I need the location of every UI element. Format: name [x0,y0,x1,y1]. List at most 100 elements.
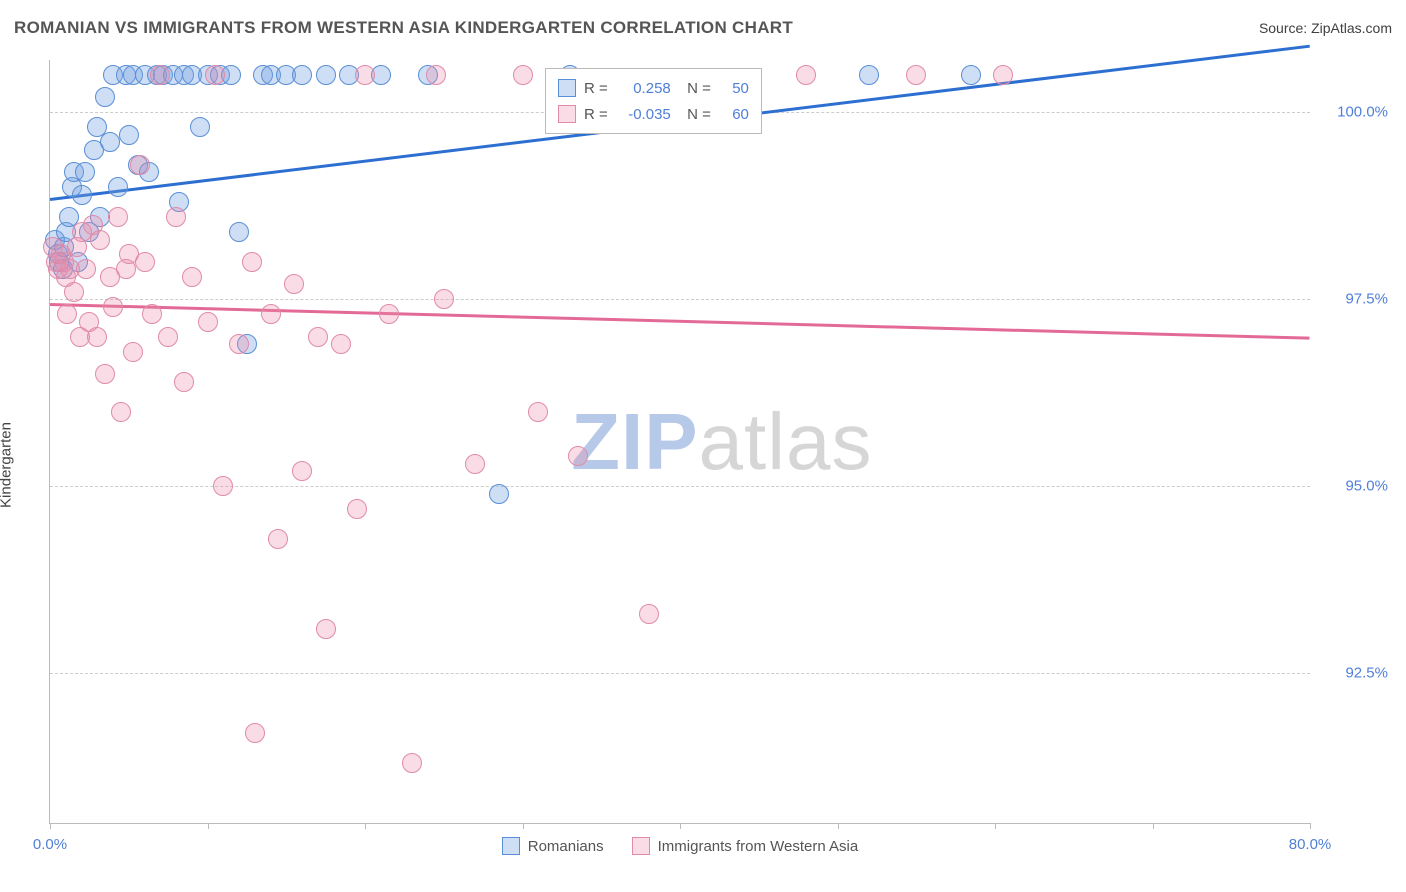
data-point [292,461,312,481]
x-tick [365,823,366,829]
data-point [292,65,312,85]
data-point [87,327,107,347]
data-point [331,334,351,354]
gridline [50,299,1310,300]
stat-label-n: N = [679,106,711,123]
data-point [95,364,115,384]
data-point [961,65,981,85]
x-tick [50,823,51,829]
y-tick-label: 95.0% [1318,478,1388,495]
data-point [100,132,120,152]
data-point [347,499,367,519]
data-point [108,177,128,197]
plot-area: ZIPatlas 92.5%95.0%97.5%100.0%0.0%80.0%R… [49,60,1310,824]
data-point [379,304,399,324]
data-point [135,252,155,272]
watermark: ZIPatlas [571,396,872,488]
data-point [268,529,288,549]
data-point [182,267,202,287]
data-point [261,304,281,324]
x-tick [680,823,681,829]
data-point [284,274,304,294]
legend-item: Romanians [502,837,604,855]
data-point [213,476,233,496]
x-tick [838,823,839,829]
legend-swatch [632,837,650,855]
chart-container: Kindergarten ZIPatlas 92.5%95.0%97.5%100… [14,50,1392,880]
x-tick [1310,823,1311,829]
legend-label: Immigrants from Western Asia [658,838,859,855]
data-point [72,185,92,205]
stats-legend-row: R =0.258 N =50 [558,75,749,101]
data-point [95,87,115,107]
data-point [355,65,375,85]
data-point [75,162,95,182]
data-point [103,297,123,317]
stat-value-n: 60 [719,106,749,123]
data-point [142,304,162,324]
chart-title: ROMANIAN VS IMMIGRANTS FROM WESTERN ASIA… [14,18,793,38]
stat-label-r: R = [584,106,608,123]
legend-item: Immigrants from Western Asia [632,837,859,855]
gridline [50,673,1310,674]
stat-label-r: R = [584,80,608,97]
data-point [64,282,84,302]
x-tick [208,823,209,829]
data-point [130,155,150,175]
y-axis-label: Kindergarten [0,422,15,508]
data-point [568,446,588,466]
y-tick-label: 100.0% [1318,104,1388,121]
stat-value-r: -0.035 [616,106,671,123]
data-point [229,222,249,242]
data-point [993,65,1013,85]
data-point [242,252,262,272]
data-point [198,312,218,332]
data-point [426,65,446,85]
data-point [119,125,139,145]
data-point [316,619,336,639]
data-point [108,207,128,227]
data-point [308,327,328,347]
data-point [402,753,422,773]
data-point [859,65,879,85]
data-point [316,65,336,85]
data-point [205,65,225,85]
data-point [465,454,485,474]
watermark-light: atlas [699,397,873,486]
data-point [174,372,194,392]
legend-swatch [558,79,576,97]
series-legend: Romanians Immigrants from Western Asia [50,837,1310,855]
data-point [123,342,143,362]
source-label: Source: ZipAtlas.com [1259,20,1392,36]
legend-label: Romanians [528,838,604,855]
stat-label-n: N = [679,80,711,97]
data-point [245,723,265,743]
x-tick [995,823,996,829]
y-tick-label: 92.5% [1318,665,1388,682]
data-point [528,402,548,422]
data-point [434,289,454,309]
data-point [190,117,210,137]
data-point [150,65,170,85]
data-point [639,604,659,624]
x-tick [1153,823,1154,829]
data-point [111,402,131,422]
data-point [57,304,77,324]
watermark-bold: ZIP [571,397,698,486]
data-point [158,327,178,347]
data-point [76,259,96,279]
data-point [166,207,186,227]
data-point [489,484,509,504]
data-point [906,65,926,85]
data-point [513,65,533,85]
legend-swatch [502,837,520,855]
data-point [229,334,249,354]
x-tick [523,823,524,829]
stat-value-r: 0.258 [616,80,671,97]
y-tick-label: 97.5% [1318,291,1388,308]
stats-legend: R =0.258 N =50R =-0.035 N =60 [545,68,762,134]
stats-legend-row: R = -0.035 N = 60 [558,101,749,127]
data-point [796,65,816,85]
gridline [50,486,1310,487]
data-point [90,230,110,250]
